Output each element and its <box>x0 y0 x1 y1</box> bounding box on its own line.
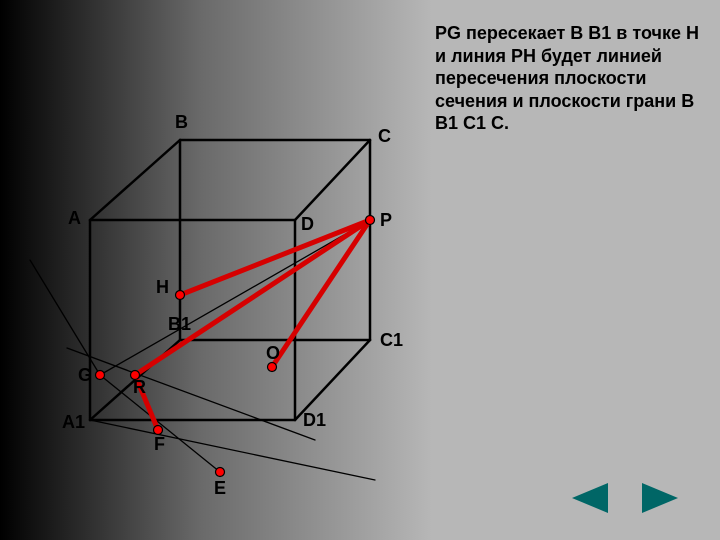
diagram-svg <box>0 0 720 540</box>
vertex-label-F: F <box>154 434 165 455</box>
vertex-label-A1: А1 <box>62 412 85 433</box>
vertex-label-O: O <box>266 343 280 364</box>
nav-controls <box>570 481 680 520</box>
vertex-label-A: А <box>68 208 81 229</box>
vertex-label-C: С <box>378 126 391 147</box>
vertex-label-P: Р <box>380 210 392 231</box>
arrow-right-shape <box>642 483 678 513</box>
vertex-label-E: E <box>214 478 226 499</box>
vertex-label-D: D <box>301 214 314 235</box>
vertex-label-D1: D1 <box>303 410 326 431</box>
vertex-label-G: G <box>78 365 92 386</box>
vertex-label-R: R <box>133 377 146 398</box>
vertex-label-H: Н <box>156 277 169 298</box>
vertex-label-B: В <box>175 112 188 133</box>
next-arrow-icon[interactable] <box>640 481 680 520</box>
vertex-label-C1: С1 <box>380 330 403 351</box>
arrow-left-shape <box>572 483 608 513</box>
vertex-label-B1: В1 <box>168 314 191 335</box>
prev-arrow-icon[interactable] <box>570 481 610 520</box>
